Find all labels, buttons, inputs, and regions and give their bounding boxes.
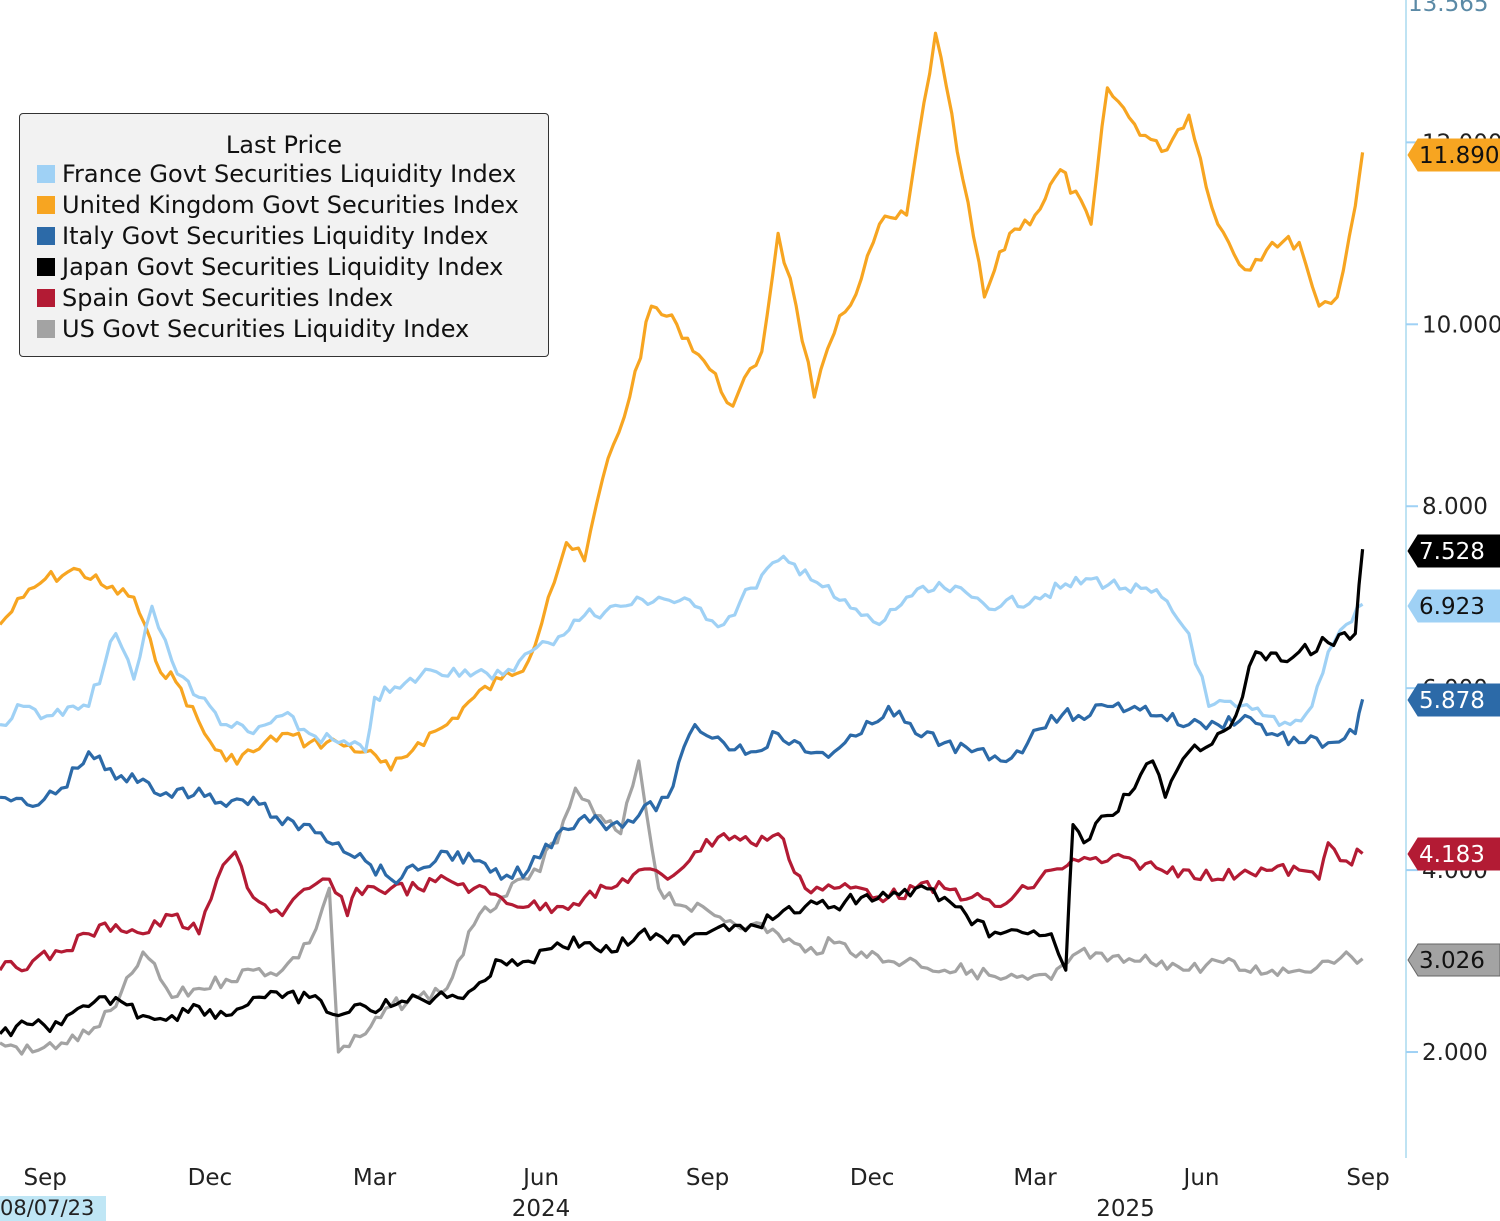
badge-value: 4.183	[1419, 842, 1485, 868]
start-date-label: 08/07/23	[0, 1196, 106, 1221]
x-year-label: 2024	[512, 1196, 571, 1221]
y-tick-label: 2.000	[1422, 1040, 1488, 1066]
legend-title: Last Price	[225, 131, 343, 159]
x-month-label: Mar	[1013, 1165, 1057, 1191]
chart-legend: Last Price France Govt Securities Liquid…	[19, 113, 549, 357]
last-value-badge-0: 6.923	[1407, 589, 1500, 623]
badge-shape	[1407, 943, 1500, 977]
y-tick-label: 8.000	[1422, 494, 1488, 520]
x-month-label: Sep	[1346, 1165, 1389, 1191]
legend-item-spain: Spain Govt Securities Index	[37, 283, 393, 313]
x-month-label: Jun	[521, 1165, 559, 1191]
legend-label-spain: Spain Govt Securities Index	[62, 284, 394, 312]
x-month-label: Sep	[24, 1165, 67, 1191]
legend-label-uk: United Kingdom Govt Securities Index	[62, 191, 519, 219]
badge-value: 11.890	[1419, 143, 1499, 169]
x-year-label: 2025	[1096, 1196, 1155, 1221]
badge-value: 6.923	[1419, 594, 1485, 620]
legend-swatch-japan	[37, 258, 55, 276]
legend-item-uk: United Kingdom Govt Securities Index	[37, 190, 519, 220]
x-axis: SepDecMarJunSepDecMarJunSep202320242025	[24, 1165, 1390, 1221]
last-value-badge-2: 5.878	[1407, 683, 1500, 717]
badge-shape	[1407, 138, 1500, 172]
legend-swatch-uk	[37, 196, 55, 214]
last-value-badges: 6.923 11.890 5.878 7.528 4.183 3.026	[1407, 138, 1500, 977]
legend-label-italy: Italy Govt Securities Liquidity Index	[62, 222, 489, 250]
badge-value: 7.528	[1419, 539, 1485, 565]
x-month-label: Mar	[353, 1165, 397, 1191]
last-value-badge-4: 4.183	[1407, 837, 1500, 871]
legend-swatch-italy	[37, 227, 55, 245]
x-month-label: Sep	[686, 1165, 729, 1191]
x-month-label: Dec	[188, 1165, 233, 1191]
legend-item-us: US Govt Securities Liquidity Index	[37, 314, 469, 344]
last-value-badge-3: 7.528	[1407, 534, 1500, 568]
y-top-label: 13.565	[1408, 0, 1488, 17]
series-line-3	[0, 549, 1365, 1038]
last-value-badge-1: 11.890	[1407, 138, 1500, 172]
badge-value: 3.026	[1419, 948, 1485, 974]
badge-shape	[1407, 589, 1500, 623]
legend-swatch-france	[37, 165, 55, 183]
legend-label-france: France Govt Securities Liquidity Index	[62, 160, 517, 188]
badge-shape	[1407, 837, 1500, 871]
legend-swatch-us	[37, 320, 55, 338]
legend-label-japan: Japan Govt Securities Liquidity Index	[62, 253, 504, 281]
series-line-2	[0, 698, 1365, 885]
legend-item-japan: Japan Govt Securities Liquidity Index	[37, 252, 503, 282]
badge-value: 5.878	[1419, 688, 1485, 714]
legend-swatch-spain	[37, 289, 55, 307]
legend-item-italy: Italy Govt Securities Liquidity Index	[37, 221, 489, 251]
series-line-1	[0, 31, 1365, 772]
series-line-0	[0, 554, 1364, 754]
series-lines	[0, 31, 1365, 1056]
legend-label-us: US Govt Securities Liquidity Index	[62, 315, 470, 343]
x-month-label: Dec	[850, 1165, 895, 1191]
last-value-badge-5: 3.026	[1407, 943, 1500, 977]
badge-shape	[1407, 683, 1500, 717]
y-tick-label: 10.000	[1422, 312, 1500, 338]
x-month-label: Jun	[1182, 1165, 1220, 1191]
legend-item-france: France Govt Securities Liquidity Index	[37, 159, 516, 189]
badge-shape	[1407, 534, 1500, 568]
series-line-5	[0, 759, 1364, 1056]
series-line-4	[0, 832, 1364, 973]
